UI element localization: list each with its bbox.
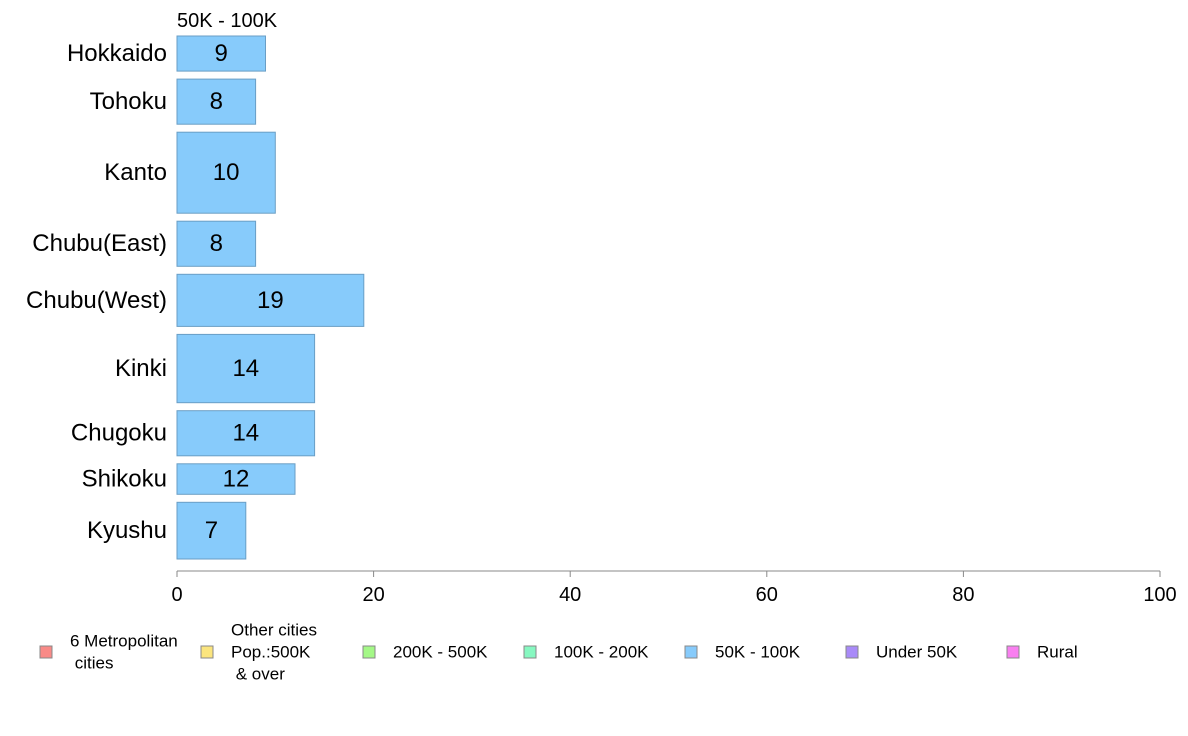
legend-swatch [39,645,53,659]
x-tick-label: 60 [756,584,778,606]
category-label: Kanto [104,159,167,186]
x-tick-label: 0 [171,584,182,606]
bar-chubu-east- [176,220,257,267]
x-tick-label: 80 [952,584,974,606]
legend-swatch [362,645,376,659]
x-tick-label: 40 [559,584,581,606]
legend-label: Other cities Pop.:500K & over [231,621,317,684]
bar-hokkaido [176,35,266,72]
legend-swatch [200,645,214,659]
category-label: Kyushu [87,517,167,544]
legend-swatch [523,645,537,659]
bar-value-label: 9 [215,40,228,67]
legend-label: 100K - 200K [554,643,649,662]
x-tick-label: 100 [1143,584,1176,606]
panel-title: 50K - 100K [177,10,278,32]
legend-label: 50K - 100K [715,643,801,662]
bars-group: 9 Hokkaido 8 Tohoku 10 Kanto 8 Chubu(East) 19 Chu… [26,35,365,560]
legend-label: Rural [1037,643,1078,662]
bar-value-label: 7 [205,517,218,544]
legend-swatch [1006,645,1020,659]
legend-label: 200K - 500K [393,643,488,662]
bar-value-label: 10 [213,159,240,186]
x-tick-label: 20 [362,584,384,606]
bar-chubu-west- [176,273,365,327]
bar-chugoku [176,410,316,457]
bar-value-label: 14 [232,355,259,382]
category-label: Kinki [115,355,167,382]
category-label: Chubu(East) [32,230,167,257]
category-label: Chubu(West) [26,287,167,314]
bar-kinki [176,333,316,404]
category-label: Hokkaido [67,40,167,67]
category-label: Tohoku [90,88,167,115]
bar-value-label: 8 [210,88,223,115]
bar-value-label: 19 [257,287,284,314]
legend: 6 Metropolitan cities Other cities Pop.:50… [39,621,1078,684]
bar-value-label: 8 [210,230,223,257]
bar-tohoku [176,78,257,125]
legend-label: Under 50K [876,643,958,662]
category-label: Shikoku [82,466,167,493]
bar-value-label: 14 [232,420,259,447]
bar-shikoku [176,463,296,495]
bar-value-label: 12 [223,466,250,493]
bar-kyushu [176,501,247,560]
legend-swatch [845,645,859,659]
bar-kanto [176,131,276,214]
legend-swatch [684,645,698,659]
category-label: Chugoku [71,420,167,447]
legend-label: 6 Metropolitan cities [70,632,178,673]
x-axis: 0 20 40 60 80 100 [171,570,1177,606]
